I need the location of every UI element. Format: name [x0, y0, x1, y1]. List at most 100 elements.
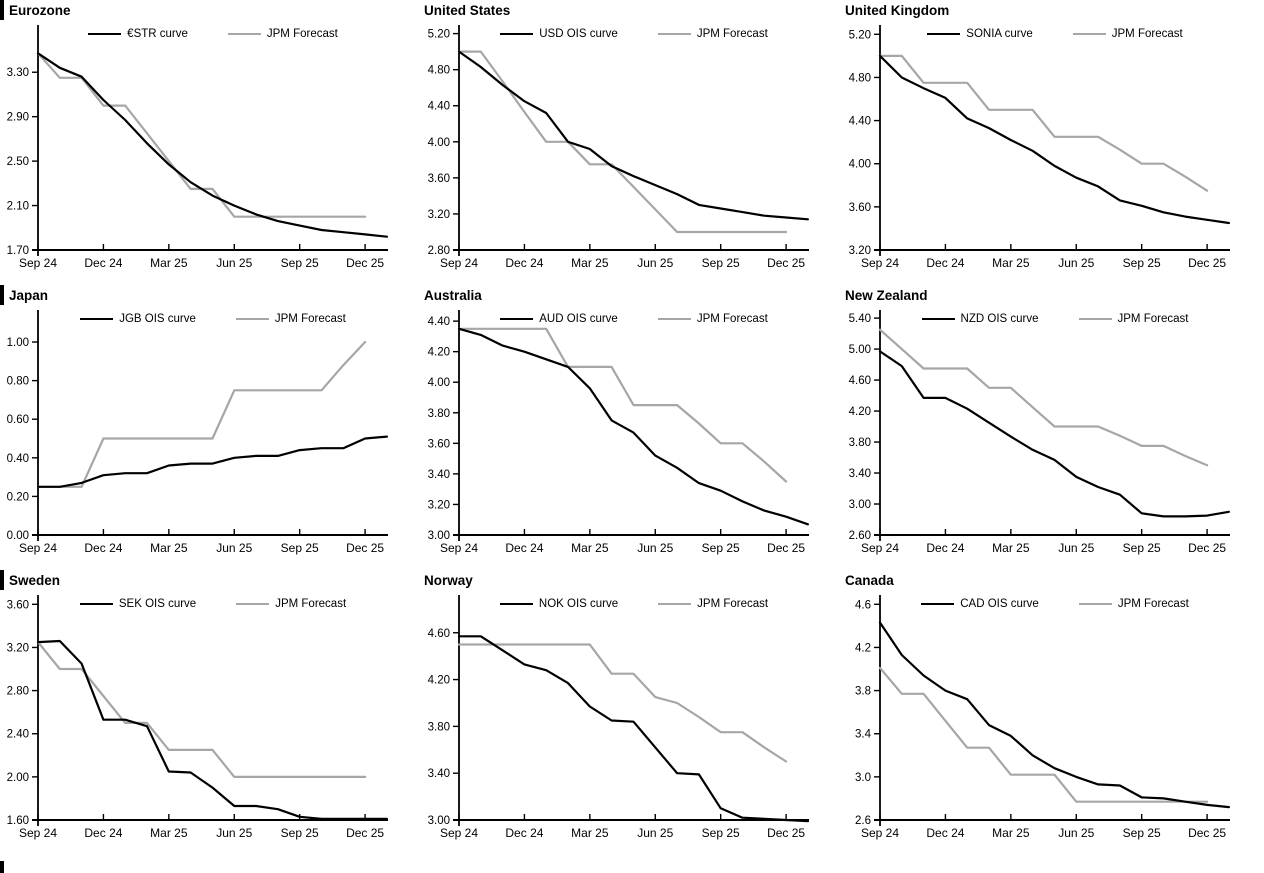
y-tick-label: 5.40: [849, 313, 871, 325]
y-tick-label: 3.8: [855, 686, 871, 698]
y-tick-label: 1.00: [7, 337, 29, 349]
x-tick-label: Mar 25: [150, 256, 188, 270]
y-tick-label: 0.80: [7, 376, 29, 388]
x-tick-label: Sep 25: [281, 541, 319, 555]
x-tick-label: Dec 24: [926, 826, 964, 840]
y-tick-label: 3.60: [7, 599, 29, 611]
x-tick-label: Jun 25: [216, 256, 252, 270]
x-tick-label: Dec 24: [926, 256, 964, 270]
x-tick-label: Sep 24: [861, 541, 899, 555]
x-tick-label: Jun 25: [1058, 541, 1094, 555]
y-tick-label: 5.00: [849, 344, 871, 356]
chart-title: Eurozone: [0, 0, 421, 20]
y-tick-label: 1.70: [7, 245, 29, 257]
chart-panel-eurozone: Eurozone €STR curve JPM Forecast 1.70 2.1…: [0, 0, 421, 285]
y-tick-label: 0.40: [7, 453, 29, 465]
chart-title: Japan: [0, 285, 421, 305]
line-chart-canvas: 2.60 3.00 3.40 3.80 4.20 4.60 5.00 5.40 Sep 24 De…: [849, 310, 1230, 555]
x-tick-label: Jun 25: [216, 541, 252, 555]
x-tick-label: Jun 25: [216, 826, 252, 840]
y-tick-label: 3.20: [428, 499, 450, 511]
y-tick-label: 3.80: [428, 721, 450, 733]
series-line: [36, 640, 367, 778]
chart-panel-canada: Canada CAD OIS curve JPM Forecast 2.6 3.0…: [842, 570, 1264, 855]
y-tick-label: 3.0: [855, 772, 871, 784]
chart-panel-australia: Australia AUD OIS curve JPM Forecast 3.0…: [421, 285, 842, 570]
y-tick-label: 3.40: [428, 469, 450, 481]
x-tick-label: Dec 25: [346, 541, 384, 555]
y-tick-label: 4.6: [855, 599, 871, 611]
y-tick-label: 1.60: [7, 815, 29, 827]
y-tick-label: 2.60: [849, 530, 871, 542]
x-tick-label: Sep 25: [702, 256, 740, 270]
series-line: [878, 350, 1230, 518]
line-chart-canvas: 1.60 2.00 2.40 2.80 3.20 3.60 Sep 24 Dec 24 Mar …: [7, 595, 388, 840]
series-line: [36, 435, 388, 488]
x-tick-label: Sep 25: [702, 541, 740, 555]
y-tick-label: 4.20: [849, 406, 871, 418]
x-tick-label: Dec 24: [926, 541, 964, 555]
x-tick-label: Jun 25: [1058, 256, 1094, 270]
x-tick-label: Mar 25: [571, 541, 609, 555]
y-tick-label: 3.4: [855, 729, 872, 741]
x-tick-label: Sep 24: [19, 541, 57, 555]
x-tick-label: Mar 25: [992, 256, 1030, 270]
series-line: [878, 328, 1209, 467]
y-tick-label: 3.20: [849, 245, 871, 257]
series-line: [457, 643, 788, 763]
y-tick-label: 2.6: [855, 815, 871, 827]
y-tick-label: 4.00: [428, 377, 450, 389]
line-chart-canvas: 2.6 3.0 3.4 3.8 4.2 4.6 Sep 24 Dec 24 Mar 25 Jun …: [855, 595, 1230, 840]
x-tick-label: Mar 25: [571, 256, 609, 270]
y-tick-label: 2.50: [7, 156, 29, 168]
y-tick-label: 4.60: [849, 375, 871, 387]
x-tick-label: Dec 25: [767, 256, 805, 270]
series-line: [36, 52, 367, 218]
y-tick-label: 3.60: [428, 173, 450, 185]
series-line: [457, 327, 788, 483]
y-tick-label: 3.00: [428, 530, 450, 542]
line-chart-canvas: 3.00 3.20 3.40 3.60 3.80 4.00 4.20 4.40 Sep 24 De…: [428, 310, 809, 555]
series-line: [457, 327, 809, 526]
x-tick-label: Sep 24: [440, 541, 478, 555]
charts-grid: Eurozone €STR curve JPM Forecast 1.70 2.1…: [0, 0, 1264, 855]
y-tick-label: 4.20: [428, 675, 450, 687]
chart-panel-japan: Japan JGB OIS curve JPM Forecast 0.00 0.2…: [0, 285, 421, 570]
x-tick-label: Dec 25: [1188, 541, 1226, 555]
series-line: [878, 666, 1209, 803]
y-tick-label: 4.40: [849, 116, 871, 128]
x-tick-label: Mar 25: [150, 826, 188, 840]
y-tick-label: 4.20: [428, 347, 450, 359]
x-tick-label: Sep 24: [440, 826, 478, 840]
y-tick-label: 4.40: [428, 101, 450, 113]
x-tick-label: Sep 24: [19, 826, 57, 840]
x-tick-label: Sep 25: [281, 826, 319, 840]
y-tick-label: 3.80: [428, 408, 450, 420]
y-tick-label: 2.40: [7, 729, 29, 741]
y-tick-label: 4.80: [849, 72, 871, 84]
y-tick-label: 4.00: [849, 159, 871, 171]
y-tick-label: 3.00: [849, 499, 871, 511]
chart-panel-sweden: Sweden SEK OIS curve JPM Forecast 1.60 2.…: [0, 570, 421, 855]
chart-title: United Kingdom: [845, 3, 950, 18]
series-line: [457, 50, 788, 234]
y-tick-label: 5.20: [849, 29, 871, 41]
series-line: [457, 635, 809, 823]
line-chart-canvas: 3.00 3.40 3.80 4.20 4.60 Sep 24 Dec 24 Mar 25 Ju…: [428, 595, 809, 840]
chart-title: Canada: [845, 573, 894, 588]
y-tick-label: 2.90: [7, 112, 29, 124]
x-tick-label: Mar 25: [571, 826, 609, 840]
series-line: [878, 54, 1209, 192]
x-tick-label: Sep 24: [861, 256, 899, 270]
x-tick-label: Sep 25: [1123, 541, 1161, 555]
chart-title: Sweden: [0, 570, 421, 590]
x-tick-label: Dec 24: [505, 541, 543, 555]
series-line: [878, 54, 1230, 225]
x-tick-label: Dec 25: [767, 541, 805, 555]
y-tick-label: 3.80: [849, 437, 871, 449]
x-tick-label: Sep 24: [861, 826, 899, 840]
y-tick-label: 0.00: [7, 530, 29, 542]
x-tick-label: Dec 24: [84, 541, 122, 555]
y-tick-label: 4.2: [855, 642, 871, 654]
y-tick-label: 3.00: [428, 815, 450, 827]
